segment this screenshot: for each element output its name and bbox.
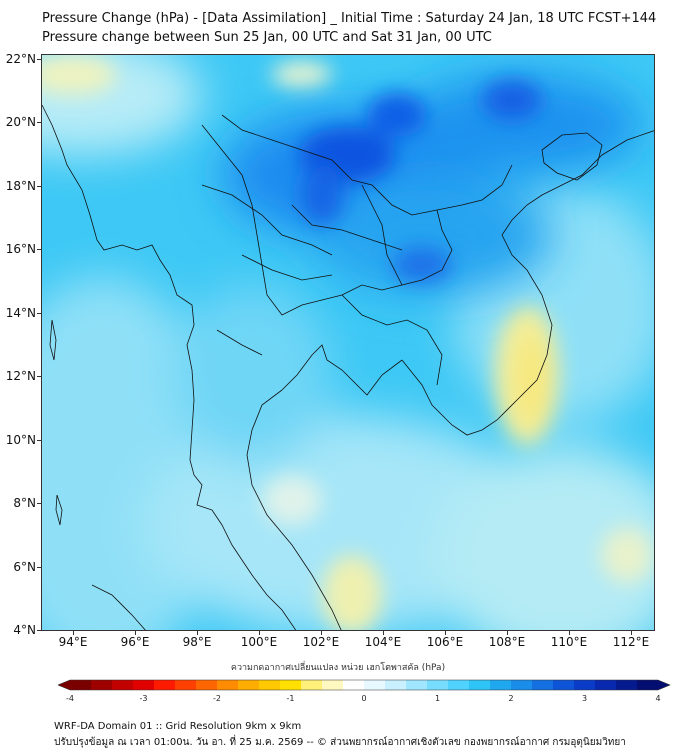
colorbar-segment	[406, 680, 428, 690]
field-positive-patches	[42, 55, 653, 630]
colorbar-segment	[553, 680, 575, 690]
colorbar-tick-label: 3	[581, 694, 588, 703]
footer-model-info: WRF-DA Domain 01 :: Grid Resolution 9km …	[54, 721, 302, 732]
colorbar-tick-label: -2	[213, 694, 221, 703]
colorbar-tick-label: -4	[66, 694, 74, 703]
lon-tick-mark	[507, 631, 508, 635]
lat-tick-label: 8°N	[13, 496, 36, 511]
colorbar-segment	[511, 680, 533, 690]
map-subtitle: Pressure change between Sun 25 Jan, 00 U…	[42, 30, 492, 45]
lon-tick-label: 98°E	[182, 635, 212, 649]
lon-tick-mark	[135, 631, 136, 635]
lon-tick-label: 106°E	[426, 635, 464, 649]
colorbar-segment	[154, 680, 176, 690]
colorbar-segment	[385, 680, 407, 690]
lon-tick-mark	[197, 631, 198, 635]
colorbar-segment	[364, 680, 386, 690]
lon-tick-label: 108°E	[488, 635, 526, 649]
lat-tick-mark	[37, 185, 41, 187]
colorbar-segment	[616, 680, 638, 690]
lon-tick-mark	[383, 631, 384, 635]
lon-tick-mark	[321, 631, 322, 635]
colorbar-segment	[427, 680, 449, 690]
lat-tick-mark	[37, 59, 41, 60]
colorbar-tick-label: 1	[434, 694, 441, 703]
lon-tick-mark	[569, 631, 570, 635]
colorbar-segment	[259, 680, 281, 690]
lat-tick-label: 14°N	[5, 305, 36, 320]
lon-tick-label: 100°E	[240, 635, 278, 649]
colorbar-segment	[70, 680, 92, 690]
lon-tick-label: 102°E	[302, 635, 340, 649]
colorbar-segment	[280, 680, 302, 690]
lat-tick-label: 12°N	[5, 369, 36, 384]
colorbar	[58, 679, 671, 691]
colorbar-tick-label: -1	[286, 694, 295, 703]
lon-tick-mark	[445, 631, 446, 635]
colorbar-segment	[238, 680, 260, 690]
colorbar-segment	[133, 680, 155, 690]
colorbar-segment	[343, 680, 365, 690]
lon-tick-label: 94°E	[58, 635, 88, 649]
colorbar-max-arrow	[658, 680, 670, 690]
map-title: Pressure Change (hPa) - [Data Assimilati…	[42, 11, 657, 26]
lat-tick-mark	[37, 249, 41, 251]
colorbar-tick-label: 0	[361, 694, 367, 703]
colorbar-segment	[469, 680, 491, 690]
colorbar-segment	[448, 680, 470, 690]
colorbar-segment	[532, 680, 554, 690]
colorbar-segment	[574, 680, 596, 690]
lon-tick-label: 112°E	[612, 635, 650, 649]
colorbar-segment	[637, 680, 659, 690]
lat-tick-label: 18°N	[5, 178, 36, 193]
lat-tick-label: 4°N	[13, 623, 36, 637]
lon-tick-mark	[73, 631, 74, 635]
lat-tick-mark	[37, 630, 41, 631]
lat-tick-mark	[37, 122, 41, 124]
colorbar-segment	[217, 680, 239, 690]
colorbar-tick-label: 4	[655, 694, 661, 703]
lat-tick-label: 10°N	[5, 432, 36, 447]
lat-tick-mark	[37, 312, 41, 314]
colorbar-segment	[595, 680, 617, 690]
colorbar-segment	[490, 680, 512, 690]
lat-tick-mark	[37, 566, 41, 568]
lon-tick-mark	[631, 631, 632, 635]
lat-tick-mark	[37, 503, 41, 505]
colorbar-outline	[58, 679, 671, 691]
lat-tick-label: 22°N	[5, 52, 36, 66]
lat-tick-mark	[37, 439, 41, 441]
lon-tick-mark	[259, 631, 260, 635]
colorbar-tick-label: 2	[508, 694, 514, 703]
colorbar-segment	[112, 680, 134, 690]
lat-tick-label: 20°N	[5, 115, 36, 130]
lat-tick-mark	[37, 376, 41, 378]
colorbar-min-arrow	[58, 680, 70, 690]
colorbar-segment	[322, 680, 344, 690]
footer-credit: ปรับปรุงข้อมูล ณ เวลา 01:00น. วัน อา. ที…	[54, 737, 626, 748]
colorbar-segment	[91, 680, 113, 690]
coastlines-borders	[42, 104, 654, 630]
lat-tick-label: 16°N	[5, 242, 36, 257]
lon-tick-label: 110°E	[550, 635, 588, 649]
lon-tick-label: 96°E	[120, 635, 150, 649]
lat-tick-label: 6°N	[13, 559, 36, 574]
colorbar-tick-label: -3	[139, 694, 148, 703]
colorbar-segment	[175, 680, 197, 690]
colorbar-segment	[196, 680, 218, 690]
colorbar-segment	[301, 680, 323, 690]
colorbar-label: ความกดอากาศเปลี่ยนแปลง หน่วย เฮกโตพาสคัล…	[230, 663, 446, 673]
pressure-change-map	[41, 54, 655, 631]
lon-tick-label: 104°E	[364, 635, 402, 649]
